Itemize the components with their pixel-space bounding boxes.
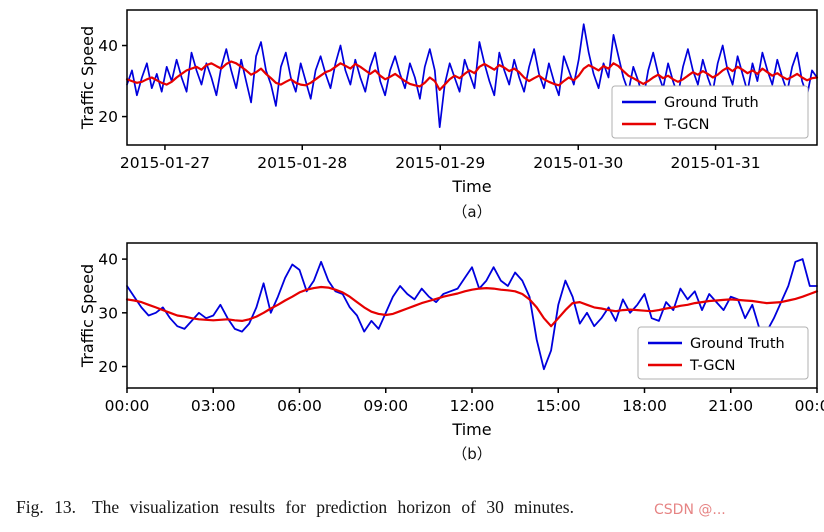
x-tick-label: 06:00: [277, 397, 322, 415]
chart-a: 20 40 2015-01-27 2015-01-28 2015-01-29 2015-0…: [78, 9, 819, 196]
x-tick-label: 12:00: [450, 397, 495, 415]
y-axis-label: Traffic Speed: [78, 264, 97, 368]
x-axis-label: Time: [451, 420, 491, 439]
x-tick-label: 2015-01-27: [120, 154, 210, 172]
x-tick-label: 2015-01-29: [395, 154, 485, 172]
x-tick-label: 2015-01-31: [671, 154, 761, 172]
y-axis-label: Traffic Speed: [78, 26, 97, 130]
x-tick-label: 09:00: [363, 397, 408, 415]
series-line-t-gcn: [125, 60, 819, 92]
y-tick-label: 20: [98, 358, 118, 376]
series-line-ground-truth: [126, 23, 818, 129]
legend-box: [611, 85, 809, 139]
series-line-t-gcn: [125, 285, 819, 328]
caption-text: The visualization results for prediction…: [91, 497, 574, 517]
x-tick-label: 00:00: [105, 397, 150, 415]
plot-border: [126, 9, 818, 146]
x-tick-label: 2015-01-30: [533, 154, 623, 172]
subfigure-label-a: （a）: [452, 203, 492, 221]
x-tick-label: 2015-01-28: [257, 154, 347, 172]
legend-label: T-GCN: [663, 117, 710, 133]
legend-label: Ground Truth: [664, 95, 759, 111]
chart-b: 20 30 40 00:00 03:00 06:00 09:00 12:00 15:00 18:0…: [78, 242, 824, 439]
y-tick-label: 40: [98, 37, 118, 55]
legend-label: T-GCN: [689, 358, 736, 374]
y-tick-label: 30: [98, 304, 118, 322]
x-tick-label: 00:00: [795, 397, 824, 415]
y-tick-label: 40: [98, 251, 118, 269]
x-axis-label: Time: [451, 177, 491, 196]
x-tick-label: 15:00: [536, 397, 581, 415]
x-tick-label: 21:00: [708, 397, 753, 415]
x-tick-label: 18:00: [622, 397, 667, 415]
watermark-text: CSDN @...: [654, 502, 726, 518]
subfigure-label-b: （b）: [452, 445, 492, 463]
y-tick-label: 20: [98, 108, 118, 126]
caption-number: Fig. 13.: [16, 497, 76, 517]
legend-label: Ground Truth: [690, 336, 785, 352]
series-line-ground-truth: [126, 258, 818, 371]
figure-caption: Fig. 13. The visualization results for pr…: [16, 497, 810, 518]
x-tick-label: 03:00: [191, 397, 236, 415]
